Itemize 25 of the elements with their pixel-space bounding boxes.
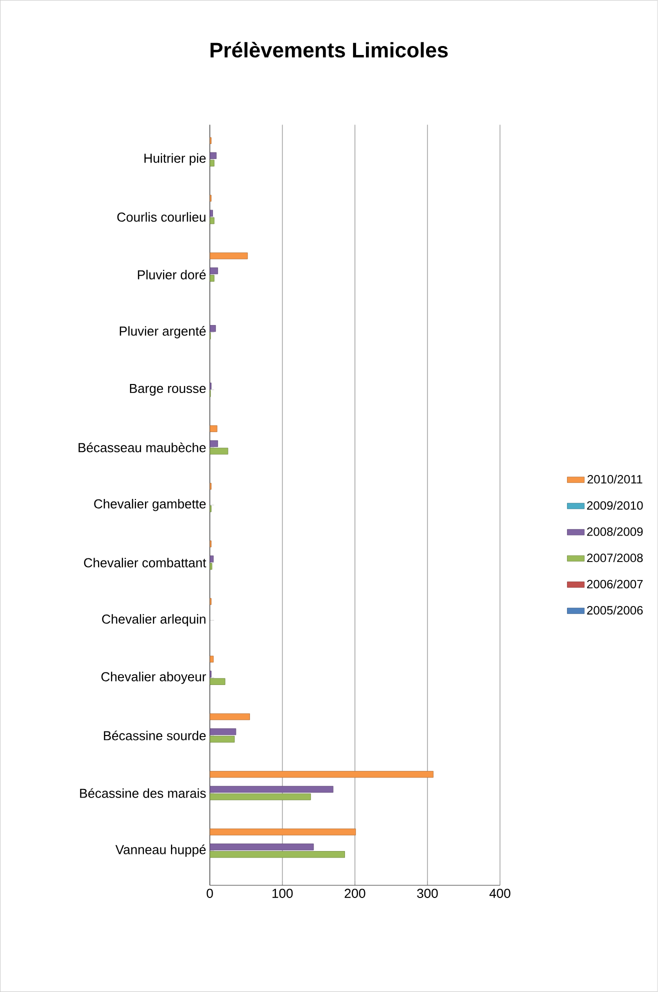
legend-label: 2005/2006 bbox=[587, 606, 643, 615]
legend-label: 2008/2009 bbox=[587, 527, 643, 536]
y-tick-label: Vanneau huppé bbox=[116, 844, 206, 857]
y-tick-label: Barge rousse bbox=[130, 384, 206, 396]
legend-label: 2007/2008 bbox=[587, 553, 643, 562]
y-tick-label: Pluvier doré bbox=[138, 270, 206, 280]
y-tick-label: Huitrier pie bbox=[144, 153, 206, 166]
chart-title: Prélèvements Limicoles bbox=[210, 42, 448, 58]
y-tick-label: Bécasseau maubèche bbox=[78, 442, 206, 452]
y-tick-label: Chevalier combattant bbox=[84, 558, 206, 568]
x-tick-label: 300 bbox=[417, 888, 438, 898]
y-tick-label: Bécassine sourde bbox=[104, 730, 206, 740]
x-tick-label: 200 bbox=[344, 888, 366, 898]
legend-label: 2010/2011 bbox=[588, 474, 642, 484]
x-tick-label: 100 bbox=[272, 888, 293, 898]
y-tick-label: Chevalier gambette bbox=[94, 498, 206, 512]
x-tick-label: 400 bbox=[490, 888, 510, 898]
y-tick-label: Pluvier argenté bbox=[120, 326, 206, 338]
legend-label: 2009/2010 bbox=[587, 500, 643, 510]
x-tick-label: 0 bbox=[206, 888, 214, 898]
y-tick-label: Chevalier arlequin bbox=[102, 614, 206, 626]
y-tick-label: Courlis courlieu bbox=[117, 212, 206, 222]
y-tick-label: Chevalier aboyeur bbox=[101, 672, 206, 684]
y-tick-label: Bécassine des marais bbox=[80, 788, 206, 798]
legend-label: 2006/2007 bbox=[587, 580, 643, 588]
